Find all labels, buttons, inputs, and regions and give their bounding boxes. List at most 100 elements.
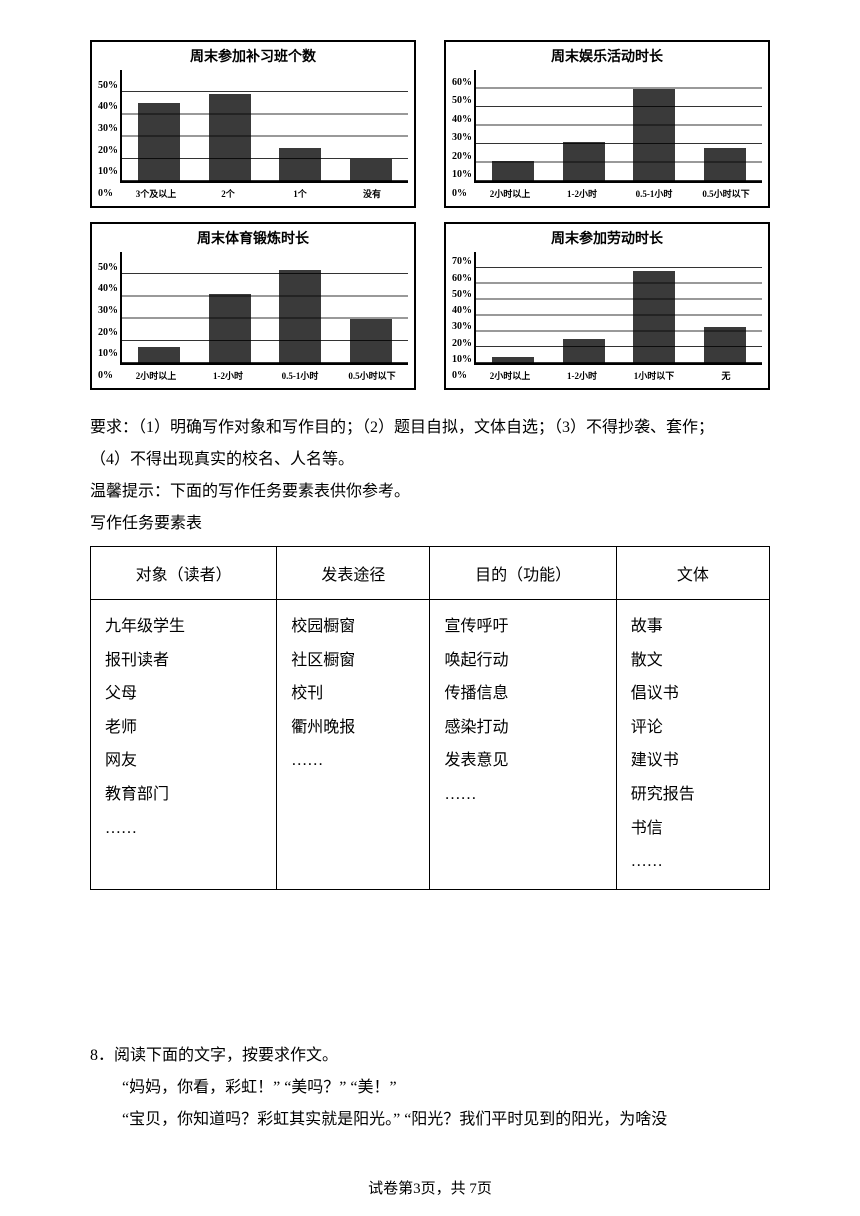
- chart-box: 周末体育锻炼时长0%10%20%30%40%50%2小时以上1-2小时0.5-1…: [90, 222, 416, 390]
- table-row: 校园橱窗: [291, 610, 415, 644]
- y-axis-tick: 20%: [452, 144, 472, 163]
- table-row: 衢州晚报: [291, 711, 415, 745]
- table-header: 目的（功能）: [430, 547, 616, 600]
- question-8-block: 8．阅读下面的文字，按要求作文。 “妈妈，你看，彩虹！” “美吗？” “美！” …: [90, 1040, 770, 1136]
- table-row: 教育部门: [105, 778, 262, 812]
- table-row: ……: [105, 812, 262, 846]
- x-axis-label: 1-2小时: [546, 369, 618, 382]
- table-row: 老师: [105, 711, 262, 745]
- table-row: 研究报告: [631, 778, 755, 812]
- table-row: 网友: [105, 744, 262, 778]
- chart-plot-area: [474, 252, 762, 365]
- chart-bar: [138, 103, 180, 181]
- y-axis-tick: 40%: [452, 107, 472, 126]
- y-axis-tick: 30%: [98, 295, 118, 317]
- chart-bar: [704, 148, 746, 181]
- table-row: 宣传呼吁: [444, 610, 601, 644]
- y-axis-tick: 50%: [452, 89, 472, 108]
- x-axis-label: 1个: [264, 187, 336, 200]
- table-row: 倡议书: [631, 677, 755, 711]
- page-footer: 试卷第3页，共 7页: [0, 1177, 860, 1198]
- y-axis-tick: 0%: [98, 178, 118, 200]
- q8-number: 8．阅读下面的文字，按要求作文。: [90, 1040, 770, 1072]
- x-axis-label: 0.5-1小时: [264, 369, 336, 382]
- table-row: 社区橱窗: [291, 644, 415, 678]
- chart-bar: [279, 148, 321, 181]
- table-header: 文体: [616, 547, 769, 600]
- table-row: 感染打动: [444, 711, 601, 745]
- requirement-line-2: （4）不得出现真实的校名、人名等。: [90, 444, 770, 476]
- y-axis-tick: 60%: [452, 268, 472, 284]
- y-axis-tick: 40%: [98, 274, 118, 296]
- y-axis-tick: 20%: [98, 317, 118, 339]
- table-row: 九年级学生: [105, 610, 262, 644]
- table-cell-channel: 校园橱窗社区橱窗校刊衢州晚报……: [277, 600, 430, 890]
- chart-plot-area: [120, 252, 408, 365]
- y-axis-tick: 0%: [452, 366, 472, 382]
- chart-bar: [350, 319, 392, 363]
- x-axis-label: 1小时以下: [618, 369, 690, 382]
- y-axis-tick: 20%: [452, 333, 472, 349]
- x-axis-label: 2小时以上: [474, 187, 546, 200]
- table-row: 散文: [631, 644, 755, 678]
- chart-bar: [279, 270, 321, 363]
- y-axis-tick: 50%: [98, 252, 118, 274]
- table-header: 对象（读者）: [91, 547, 277, 600]
- y-axis-tick: 0%: [98, 360, 118, 382]
- x-axis-label: 0.5-1小时: [618, 187, 690, 200]
- chart-title: 周末娱乐活动时长: [452, 46, 762, 66]
- table-cell-purpose: 宣传呼吁唤起行动传播信息感染打动发表意见……: [430, 600, 616, 890]
- chart-bar: [704, 327, 746, 363]
- requirement-line-1: 要求：（1）明确写作对象和写作目的；（2）题目自拟，文体自选；（3）不得抄袭、套…: [90, 412, 770, 444]
- table-row: ……: [291, 744, 415, 778]
- x-axis-label: 3个及以上: [120, 187, 192, 200]
- y-axis-tick: 40%: [452, 301, 472, 317]
- y-axis-tick: 0%: [452, 181, 472, 200]
- table-row: 校刊: [291, 677, 415, 711]
- x-axis-label: 没有: [336, 187, 408, 200]
- table-row: 书信: [631, 812, 755, 846]
- table-row: 建议书: [631, 744, 755, 778]
- q8-dialogue-1: “妈妈，你看，彩虹！” “美吗？” “美！”: [90, 1072, 770, 1104]
- y-axis-tick: 50%: [98, 70, 118, 92]
- chart-bar: [138, 347, 180, 363]
- table-row: 父母: [105, 677, 262, 711]
- chart-bar: [492, 357, 534, 363]
- y-axis-tick: 70%: [452, 252, 472, 268]
- x-axis-label: 2小时以上: [474, 369, 546, 382]
- chart-title: 周末体育锻炼时长: [98, 228, 408, 248]
- table-caption: 写作任务要素表: [90, 508, 770, 540]
- chart-title: 周末参加补习班个数: [98, 46, 408, 66]
- chart-bar: [563, 339, 605, 363]
- x-axis-label: 1-2小时: [546, 187, 618, 200]
- instructions-block: 要求：（1）明确写作对象和写作目的；（2）题目自拟，文体自选；（3）不得抄袭、套…: [90, 412, 770, 540]
- table-row: 评论: [631, 711, 755, 745]
- chart-box: 周末参加劳动时长0%10%20%30%40%50%60%70%2小时以上1-2小…: [444, 222, 770, 390]
- writing-elements-table: 对象（读者） 发表途径 目的（功能） 文体 九年级学生报刊读者父母老师网友教育部…: [90, 546, 770, 890]
- y-axis-tick: 30%: [98, 113, 118, 135]
- x-axis-label: 0.5小时以下: [336, 369, 408, 382]
- chart-bar: [633, 271, 675, 363]
- y-axis-tick: 10%: [452, 163, 472, 182]
- chart-bar: [563, 142, 605, 181]
- charts-grid: 周末参加补习班个数0%10%20%30%40%50%3个及以上2个1个没有周末娱…: [90, 40, 770, 390]
- x-axis-label: 2小时以上: [120, 369, 192, 382]
- y-axis-tick: 30%: [452, 126, 472, 145]
- q8-dialogue-2: “宝贝，你知道吗？彩虹其实就是阳光。” “阳光？我们平时见到的阳光，为啥没: [90, 1104, 770, 1136]
- table-cell-audience: 九年级学生报刊读者父母老师网友教育部门……: [91, 600, 277, 890]
- y-axis-tick: 20%: [98, 135, 118, 157]
- table-row: 故事: [631, 610, 755, 644]
- table-row: ……: [631, 845, 755, 879]
- tip-line: 温馨提示：下面的写作任务要素表供你参考。: [90, 476, 770, 508]
- table-row: 发表意见: [444, 744, 601, 778]
- y-axis-tick: 10%: [98, 157, 118, 179]
- y-axis-tick: 50%: [452, 285, 472, 301]
- chart-plot-area: [120, 70, 408, 183]
- x-axis-label: 无: [690, 369, 762, 382]
- y-axis-tick: 10%: [452, 350, 472, 366]
- table-row: ……: [444, 778, 601, 812]
- chart-bar: [209, 94, 251, 181]
- x-axis-label: 2个: [192, 187, 264, 200]
- chart-plot-area: [474, 70, 762, 183]
- y-axis-tick: 60%: [452, 70, 472, 89]
